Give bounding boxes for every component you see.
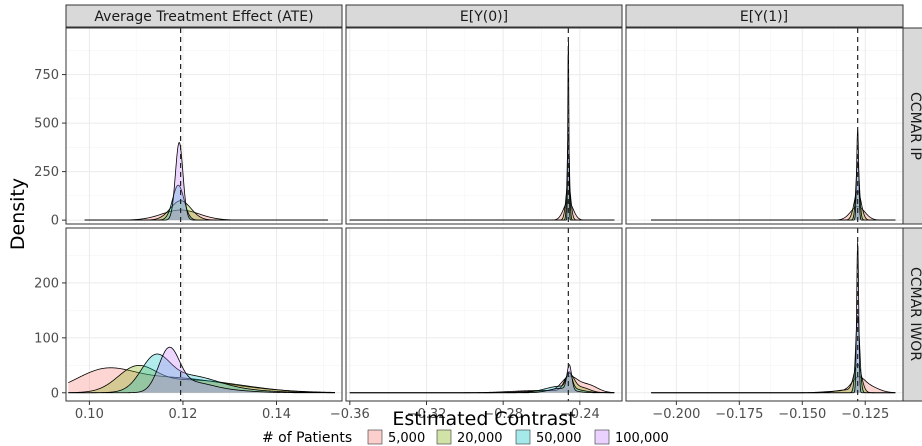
panel-border <box>345 227 623 402</box>
y-tick-label: 500 <box>34 117 59 132</box>
panel-background <box>66 228 342 401</box>
panel-r2-c2 <box>345 227 623 402</box>
panel-border <box>65 227 343 402</box>
x-tick-label: −0.125 <box>841 407 889 422</box>
density-curve-100000 <box>349 364 615 394</box>
density-curve-20000 <box>68 365 335 394</box>
strip-row-2 <box>902 227 922 402</box>
strip-col-3-label: E[Y(1)] <box>740 9 788 25</box>
x-tick-label: 0.10 <box>75 407 104 422</box>
legend-key-100000 <box>594 429 610 445</box>
panel-r1-c3 <box>625 27 904 225</box>
legend-key-20000 <box>436 429 452 445</box>
density-curve-100000 <box>84 141 328 221</box>
panel-background <box>66 28 342 224</box>
y-tick-label: 200 <box>34 276 59 291</box>
strip-col-2 <box>345 4 623 28</box>
x-tick-label: −0.24 <box>560 407 600 422</box>
strip-col-3 <box>625 4 904 28</box>
legend: # of Patients 5,000 20,000 50,000 100,00… <box>262 429 669 446</box>
density-curve-50000 <box>68 353 335 394</box>
x-tick-label: −0.32 <box>407 407 447 422</box>
legend-title: # of Patients <box>262 430 352 446</box>
density-curve-100000 <box>68 346 335 394</box>
panel-background <box>346 28 622 224</box>
x-axis-title: Estimated Contrast <box>392 408 575 430</box>
density-curve-100000 <box>651 242 896 394</box>
panel-background <box>346 228 622 401</box>
y-tick-label: 0 <box>51 214 59 229</box>
density-fill-50000 <box>68 354 335 393</box>
y-tick-label: 250 <box>34 165 59 180</box>
y-tick-label: 100 <box>34 331 59 346</box>
x-tick-label: −0.28 <box>483 407 523 422</box>
x-tick-label: 0.12 <box>168 407 197 422</box>
density-fill-5000 <box>651 376 896 393</box>
panel-r2-c3 <box>625 227 904 402</box>
y-tick-label: 0 <box>51 386 59 401</box>
legend-label-50000: 50,000 <box>536 431 582 446</box>
x-tick-label: −0.175 <box>715 407 763 422</box>
y-tick-label: 750 <box>34 68 59 83</box>
density-fill-20000 <box>349 373 615 393</box>
legend-key-50000 <box>515 429 531 445</box>
x-tick-label: 0.14 <box>262 407 291 422</box>
strip-col-1-label: Average Treatment Effect (ATE) <box>94 9 313 25</box>
density-fill-100000 <box>68 347 335 393</box>
strip-row-1 <box>902 27 922 225</box>
strip-col-2-label: E[Y(0)] <box>460 9 508 25</box>
density-fill-5000 <box>651 206 896 221</box>
density-curve-100000 <box>349 41 615 221</box>
panel-border <box>65 27 343 225</box>
strip-row-1-label: CCMAR IP <box>907 92 922 160</box>
density-fill-5000 <box>84 210 328 221</box>
panel-r1-c1 <box>65 27 343 225</box>
strip-row-2-label: CCMAR IWOR <box>907 267 922 361</box>
panel-background <box>626 28 903 224</box>
legend-label-20000: 20,000 <box>457 431 503 446</box>
y-axis-title: Density <box>7 178 29 250</box>
panel-r2-c1 <box>65 227 343 402</box>
density-fill-20000 <box>68 365 335 393</box>
legend-key-5000 <box>367 429 383 445</box>
x-tick-label: −0.36 <box>330 407 370 422</box>
x-tick-label: −0.150 <box>778 407 826 422</box>
x-tick-label: −0.200 <box>652 407 700 422</box>
legend-label-100000: 100,000 <box>615 431 669 446</box>
panel-border <box>345 27 623 225</box>
strip-col-1 <box>65 4 343 28</box>
panel-r1-c2 <box>345 27 623 225</box>
legend-label-5000: 5,000 <box>388 431 425 446</box>
density-curve-100000 <box>651 129 896 221</box>
